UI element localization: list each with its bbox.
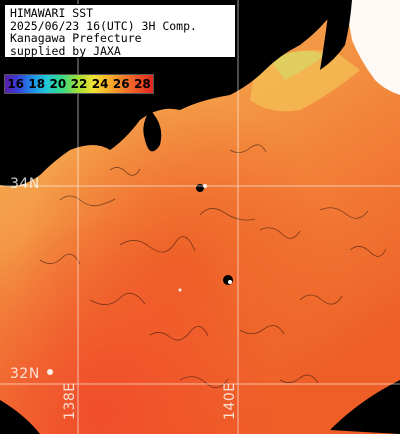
legend-value: 24	[91, 77, 109, 91]
lat-label-upper: 34N	[10, 176, 40, 192]
title-line-3: Kanagawa Prefecture	[10, 31, 142, 46]
title-line-2: 2025/06/23 16(UTC) 3H Comp.	[10, 18, 197, 33]
legend-value: 16	[7, 77, 24, 91]
temperature-legend: 16 18 20 22 24 26 28	[4, 74, 154, 94]
title-line-4: supplied by JAXA	[10, 43, 121, 58]
legend-value: 18	[28, 77, 46, 91]
legend-value: 28	[134, 77, 151, 91]
lon-label-left: 138E	[62, 382, 78, 420]
legend-value: 20	[49, 77, 67, 91]
title-box: HIMAWARI SST 2025/06/23 16(UTC) 3H Comp.…	[4, 4, 236, 58]
cloud-northeast	[345, 0, 400, 95]
lat-label-lower: 32N	[10, 366, 40, 382]
legend-value: 26	[112, 77, 130, 91]
legend-value: 22	[70, 77, 88, 91]
title-line-1: HIMAWARI SST	[10, 6, 94, 20]
lon-label-right: 140E	[222, 382, 238, 420]
